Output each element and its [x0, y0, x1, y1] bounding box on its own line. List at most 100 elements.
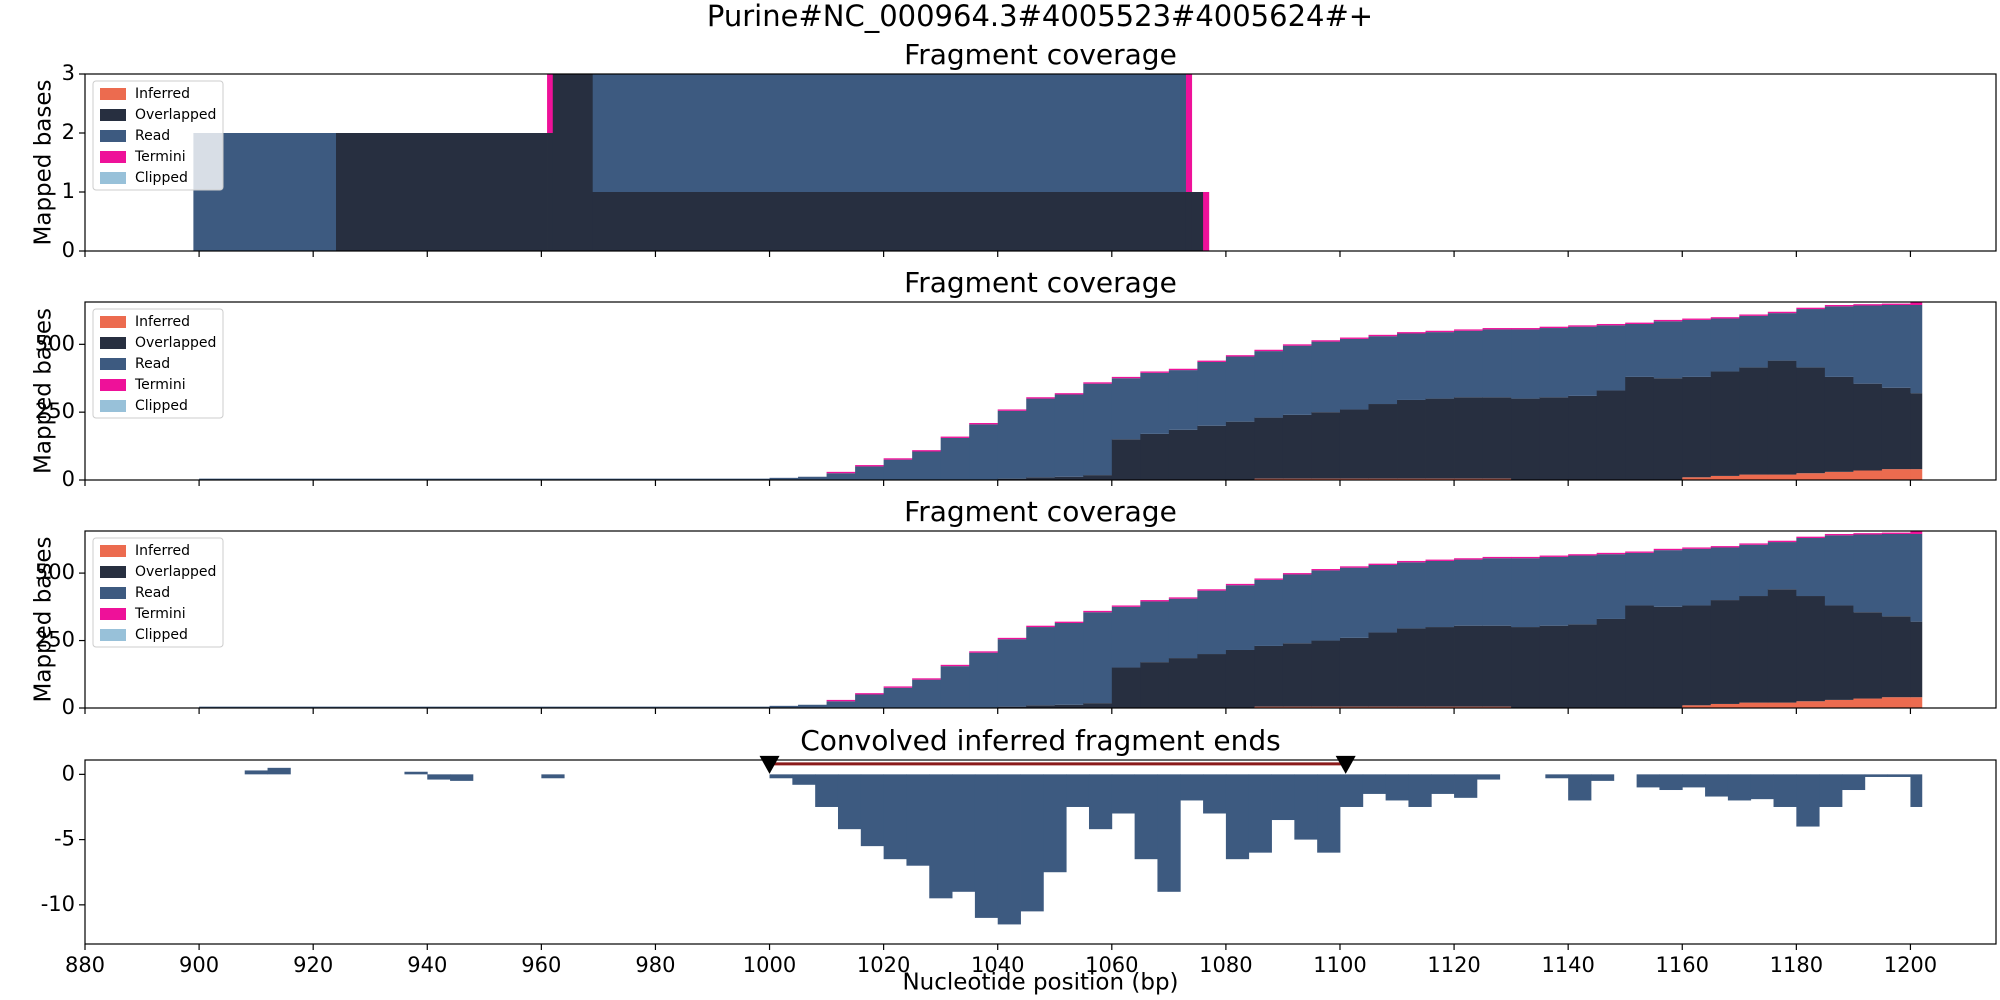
legend-label: Termini — [134, 149, 186, 165]
coverage-segment — [1197, 360, 1227, 362]
bar — [1773, 774, 1797, 807]
coverage-segment — [1482, 328, 1512, 330]
coverage-segment — [1796, 473, 1826, 480]
bar — [1682, 774, 1706, 788]
legend-label: Clipped — [135, 170, 188, 186]
x-tick-label: 1080 — [1199, 953, 1252, 977]
figure-title: Purine#NC_000964.3#4005523#4005624#+ — [707, 0, 1373, 33]
coverage-segment — [1397, 628, 1426, 707]
coverage-segment — [1454, 478, 1483, 480]
axes-frame — [84, 759, 1997, 945]
coverage-segment — [1853, 470, 1883, 480]
coverage-segment — [1853, 612, 1883, 699]
x-tick-label: 1060 — [1085, 953, 1138, 977]
bar — [427, 774, 451, 780]
coverage-segment — [769, 477, 799, 480]
coverage-segment — [997, 409, 1027, 411]
coverage-segment — [1111, 439, 1141, 480]
bar — [1727, 774, 1752, 801]
x-tick-label: 940 — [407, 953, 447, 977]
coverage-segment — [912, 451, 942, 480]
coverage-segment — [1425, 332, 1455, 399]
coverage-segment — [1625, 323, 1655, 377]
coverage-segment — [1625, 322, 1655, 324]
coverage-segment — [1282, 345, 1312, 415]
bar — [883, 774, 907, 860]
coverage-segment — [1054, 394, 1084, 477]
coverage-segment — [1682, 548, 1712, 606]
coverage-segment — [1824, 471, 1854, 480]
coverage-segment — [1397, 478, 1426, 480]
coverage-segment — [1796, 596, 1826, 702]
bar — [952, 774, 976, 892]
y-axis-label: Mapped bases — [31, 79, 57, 245]
coverage-segment — [1767, 360, 1797, 475]
bar — [1385, 774, 1409, 801]
coverage-segment — [1511, 328, 1541, 330]
coverage-segment — [1710, 546, 1740, 548]
x-tick-label: 1040 — [971, 953, 1024, 977]
bar — [1362, 774, 1387, 794]
plot-area — [199, 531, 1923, 708]
coverage-segment — [1454, 397, 1483, 479]
coverage-segment — [1482, 558, 1512, 626]
coverage-segment — [1254, 351, 1284, 418]
coverage-segment — [1682, 547, 1712, 549]
coverage-segment — [1311, 341, 1341, 413]
coverage-segment — [1111, 378, 1141, 440]
coverage-segment — [1881, 304, 1911, 388]
coverage-segment — [997, 706, 1027, 708]
coverage-segment — [1511, 558, 1541, 628]
x-tick-label: 1180 — [1770, 953, 1823, 977]
coverage-segment — [1140, 662, 1170, 708]
coverage-segment — [1140, 600, 1170, 602]
bar — [267, 767, 291, 775]
coverage-segment — [1339, 567, 1369, 638]
coverage-segment — [1282, 344, 1312, 346]
coverage-segment — [855, 465, 885, 467]
bar — [1431, 774, 1455, 794]
coverage-segment — [798, 476, 827, 480]
coverage-segment — [1710, 475, 1740, 480]
coverage-segment — [1282, 706, 1312, 708]
legend: Inferred Overlapped Read Termini Clipped — [92, 537, 224, 648]
coverage-segment — [1140, 601, 1170, 663]
y-tick-label: 500 — [35, 331, 75, 355]
x-tick-label: 960 — [521, 953, 561, 977]
bar — [1568, 774, 1592, 801]
coverage-segment — [855, 693, 885, 695]
coverage-segment — [1026, 627, 1056, 706]
coverage-segment — [1881, 387, 1911, 470]
coverage-segment — [1111, 667, 1141, 708]
coverage-segment — [1682, 477, 1712, 480]
coverage-segment — [1739, 314, 1769, 316]
coverage-segment — [1767, 542, 1797, 590]
coverage-segment — [1054, 704, 1084, 708]
bar — [1043, 774, 1067, 873]
panel-title: Fragment coverage — [904, 38, 1177, 71]
coverage-segment — [1853, 698, 1883, 708]
coverage-segment — [1796, 701, 1826, 708]
coverage-segment — [969, 651, 999, 653]
coverage-segment — [1511, 329, 1541, 399]
bar — [1910, 774, 1923, 807]
coverage-segment — [1511, 627, 1541, 708]
coverage-segment — [1282, 643, 1312, 707]
y-tick-label: 3 — [62, 61, 75, 85]
legend-label: Overlapped — [135, 335, 216, 351]
coverage-segment — [1511, 398, 1541, 480]
legend-label: Overlapped — [135, 564, 216, 580]
coverage-segment — [883, 687, 913, 708]
coverage-segment — [1710, 600, 1740, 704]
coverage-segment — [997, 410, 1027, 479]
coverage-segment — [1339, 566, 1369, 568]
y-tick-label: 2 — [62, 120, 75, 144]
coverage-segment — [883, 686, 913, 688]
coverage-segment — [1682, 319, 1712, 377]
bar — [860, 774, 885, 847]
bar — [1476, 774, 1501, 780]
coverage-segment — [1653, 548, 1683, 551]
coverage-segment — [1368, 336, 1398, 405]
coverage-segment — [1339, 637, 1369, 707]
bar — [815, 774, 839, 807]
